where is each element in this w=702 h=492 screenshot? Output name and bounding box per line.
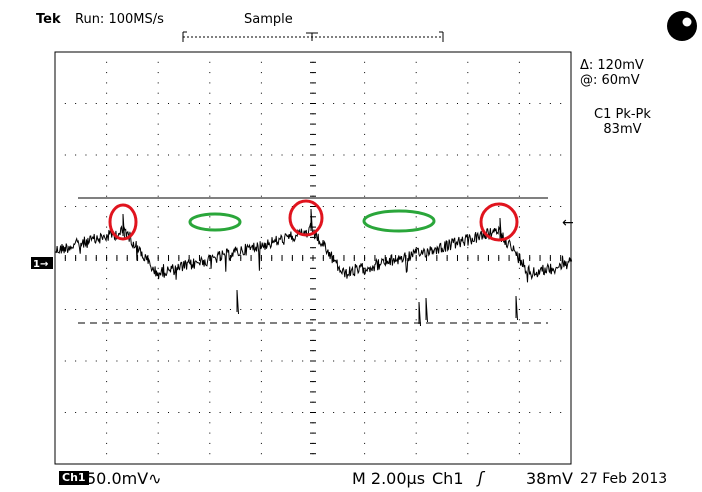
measurement-label: C1 Pk-Pk: [594, 107, 651, 122]
measurement-panel: C1 Pk-Pk 83mV: [594, 107, 651, 137]
date-stamp: 27 Feb 2013: [580, 471, 668, 487]
channel-badge[interactable]: Ch1: [59, 471, 89, 485]
peak-annotation-3: [479, 202, 519, 242]
acquisition-mode: Sample: [244, 12, 293, 27]
trough-annotation-1: [188, 212, 242, 232]
trough-annotation-2: [362, 209, 436, 233]
trigger-level: 38mV: [526, 469, 573, 488]
peak-annotation-1: [108, 203, 138, 241]
record-position-icon: [667, 11, 697, 41]
time-base: M 2.00µs: [352, 469, 426, 488]
vertical-scale: 50.0mV∿: [86, 469, 162, 488]
run-status: Run: 100MS/s: [75, 12, 164, 27]
trigger-level-marker[interactable]: ←: [562, 215, 574, 231]
cursor-position: @: 60mV: [580, 73, 640, 88]
waveform-trace: [54, 208, 573, 327]
channel-1-marker[interactable]: 1→: [31, 257, 53, 270]
trigger-slope-icon: ʃ: [478, 468, 484, 487]
peak-annotation-2: [288, 199, 324, 237]
record-bar: [182, 31, 444, 42]
graticule: [54, 51, 572, 465]
annotations: [108, 199, 519, 242]
measurement-value: 83mV: [603, 122, 642, 137]
cursor-readout: Δ: 120mV @: 60mV: [580, 58, 644, 88]
svg-text:1→: 1→: [33, 259, 48, 270]
trigger-source: Ch1: [432, 469, 464, 488]
cursor-delta: Δ: 120mV: [580, 58, 644, 73]
brand-label: Tek: [36, 12, 61, 27]
